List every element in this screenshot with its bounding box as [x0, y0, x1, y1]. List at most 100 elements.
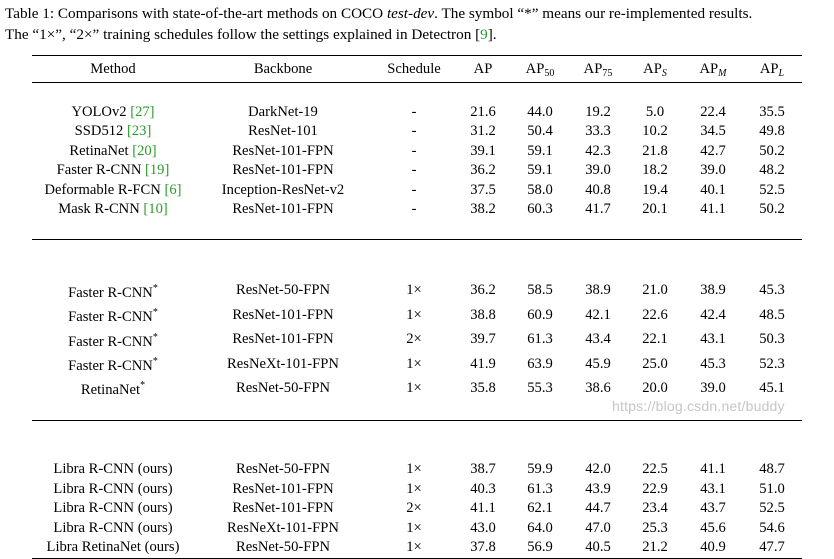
- cell-ap50: 63.9: [527, 355, 553, 372]
- caption-citation-link[interactable]: 9: [480, 26, 488, 43]
- caption-italic: test-dev: [386, 5, 435, 22]
- table-body: YOLOv2 [27] DarkNet-19 - 21.6 44.0 19.2 5.0 22.…: [32, 83, 802, 559]
- reimplemented-star: *: [152, 307, 158, 319]
- reimplemented-star: *: [140, 380, 146, 392]
- cell-ap50: 58.0: [527, 181, 553, 198]
- cell-ap: 36.2: [470, 162, 496, 178]
- cell-method: Deformable R-FCN [6]: [44, 181, 182, 198]
- citation-link[interactable]: [27]: [130, 103, 155, 120]
- cell-apm: 43.1: [700, 480, 726, 497]
- cell-apl: 52.3: [759, 355, 785, 372]
- cell-aps: 25.0: [642, 355, 668, 372]
- cell-apm: 41.1: [700, 201, 726, 217]
- cell-ap75: 41.7: [585, 201, 611, 217]
- cell-backbone: ResNet-101-FPN: [232, 142, 334, 159]
- cell-aps: 21.8: [642, 142, 668, 159]
- cell-apm: 40.1: [700, 181, 726, 198]
- cell-ap: 31.2: [470, 123, 496, 139]
- cell-backbone: ResNet-50-FPN: [235, 379, 331, 396]
- cell-ap50: 61.3: [527, 480, 553, 497]
- cell-method: RetinaNet*: [80, 380, 146, 399]
- cell-backbone: ResNet-101-FPN: [232, 480, 334, 497]
- cell-method: Libra R-CNN (ours): [53, 519, 173, 536]
- table-row: Libra R-CNN (ours) ResNet-101-FPN 2× 41.1 62…: [32, 499, 802, 519]
- cell-ap75: 40.8: [585, 181, 611, 198]
- table-row: SSD512 [23] ResNet-101 - 31.2 50.4 33.3 10.2 34…: [32, 122, 802, 142]
- col-header-method: Method: [32, 55, 194, 83]
- cell-ap: 40.3: [470, 480, 496, 497]
- citation-link[interactable]: [6]: [164, 181, 182, 198]
- cell-method: Libra R-CNN (ours): [53, 461, 173, 478]
- cell-ap: 39.1: [470, 142, 496, 159]
- cell-backbone: Inception-ResNet-v2: [221, 181, 345, 198]
- table-row: Faster R-CNN* ResNeXt-101-FPN 1× 41.9 63.9 45…: [32, 352, 802, 376]
- cell-ap75: 42.0: [585, 461, 611, 478]
- table-row: Libra RetinaNet (ours) ResNet-50-FPN 1× 37.…: [32, 538, 802, 559]
- cell-backbone: ResNet-101-FPN: [232, 331, 334, 348]
- reimplemented-star: *: [152, 283, 158, 294]
- cell-ap50: 44.0: [527, 103, 553, 120]
- cell-apl: 45.1: [759, 379, 785, 396]
- cell-ap75: 43.4: [585, 331, 611, 348]
- citation-link[interactable]: [23]: [126, 123, 152, 139]
- cell-schedule: 2×: [406, 331, 422, 348]
- cell-schedule: 1×: [406, 282, 422, 299]
- cell-method: Faster R-CNN*: [68, 307, 158, 326]
- cell-ap50: 56.9: [510, 538, 570, 559]
- cell-schedule: -: [411, 142, 417, 159]
- table-row: Faster R-CNN [19] ResNet-101-FPN - 36.2 59.1…: [32, 161, 802, 181]
- cell-ap: 38.7: [470, 461, 496, 478]
- cell-apm: 41.1: [700, 461, 726, 478]
- citation-link[interactable]: [19]: [145, 162, 170, 178]
- cell-ap75: 19.2: [585, 103, 611, 120]
- citation-link[interactable]: [10]: [143, 201, 168, 217]
- cell-aps: 5.0: [645, 103, 665, 120]
- cell-ap: 39.7: [470, 331, 496, 348]
- cell-apm: 45.6: [700, 519, 726, 536]
- table-row: Faster R-CNN* ResNet-101-FPN 2× 39.7 61.3 43.…: [32, 328, 802, 352]
- table-row: Mask R-CNN [10] ResNet-101-FPN - 38.2 60.3 41…: [32, 200, 802, 220]
- cell-ap50: 58.5: [527, 282, 553, 299]
- cell-apl: 54.6: [759, 519, 785, 536]
- cell-apl: 50.2: [759, 142, 785, 159]
- cell-backbone: ResNet-101-FPN: [232, 500, 334, 517]
- cell-backbone: ResNet-101-FPN: [232, 162, 334, 178]
- cell-aps: 21.2: [626, 538, 684, 559]
- cell-apl: 48.2: [759, 162, 785, 178]
- col-header-ap75: AP75: [570, 55, 626, 83]
- cell-method: Faster R-CNN*: [68, 283, 158, 301]
- col-header-ap: AP: [456, 55, 510, 83]
- cell-ap50: 55.3: [527, 379, 553, 396]
- watermark: https://blog.csdn.net/buddy: [612, 398, 785, 414]
- cell-apm: 22.4: [700, 103, 726, 120]
- cell-schedule: -: [411, 181, 417, 198]
- cell-aps: 20.1: [642, 201, 668, 217]
- cell-ap75: 33.3: [585, 123, 611, 139]
- cell-apm: 39.0: [700, 162, 726, 178]
- cell-apl: 52.5: [759, 181, 785, 198]
- cell-ap75: 39.0: [585, 162, 611, 178]
- cell-ap50: 62.1: [527, 500, 553, 517]
- cell-aps: 19.4: [642, 181, 668, 198]
- cell-backbone: ResNet-50-FPN: [194, 538, 372, 559]
- cell-schedule: 1×: [372, 538, 456, 559]
- cell-method: Faster R-CNN*: [68, 331, 158, 350]
- cell-ap75: 38.9: [585, 282, 611, 299]
- cell-apl: 51.0: [759, 480, 785, 497]
- cell-aps: 21.0: [642, 282, 668, 299]
- cell-ap: 35.8: [470, 379, 496, 396]
- cell-method: Faster R-CNN [19]: [56, 162, 170, 178]
- cell-apm: 38.9: [700, 282, 726, 299]
- cell-method: YOLOv2 [27]: [71, 103, 155, 120]
- cell-aps: 22.6: [642, 306, 668, 323]
- citation-link[interactable]: [20]: [132, 142, 157, 159]
- cell-aps: 22.1: [642, 331, 668, 348]
- table-row: Libra R-CNN (ours) ResNet-101-FPN 1× 40.3 61…: [32, 480, 802, 500]
- cell-ap75: 42.1: [585, 306, 611, 323]
- cell-schedule: 1×: [406, 519, 422, 536]
- cell-backbone: DarkNet-19: [248, 103, 318, 120]
- cell-ap: 38.8: [470, 306, 496, 323]
- cell-apm: 42.4: [700, 306, 726, 323]
- reimplemented-star: *: [152, 331, 158, 343]
- cell-schedule: 1×: [406, 355, 422, 372]
